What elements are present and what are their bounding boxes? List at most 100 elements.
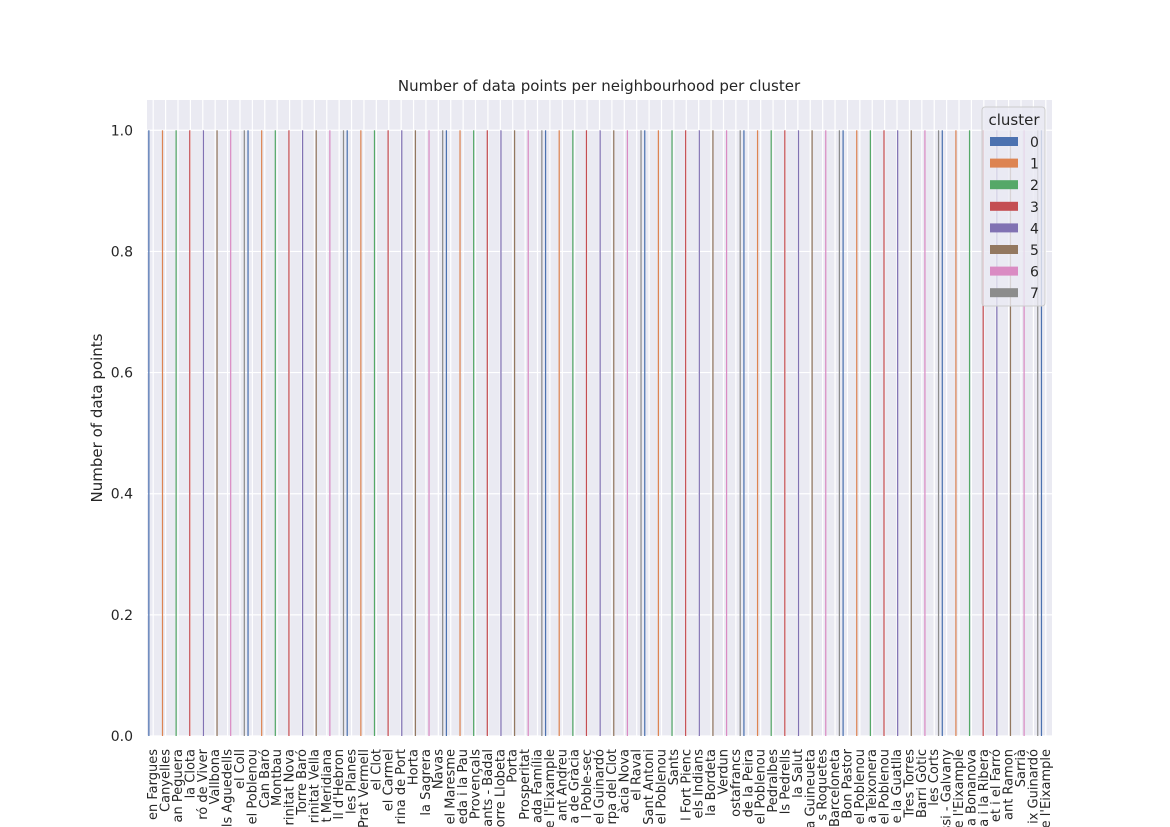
bar: [414, 130, 417, 737]
bar: [698, 130, 700, 737]
x-tick-label: Prat Vermell: [357, 749, 372, 827]
x-tick-label: Sants: [667, 749, 682, 786]
bar: [1023, 130, 1025, 737]
bar: [342, 130, 345, 737]
bar: [301, 130, 304, 737]
bar: [541, 130, 543, 737]
x-tick-label: Barceloneta: [828, 749, 843, 827]
bar: [968, 130, 971, 737]
bar: [261, 130, 263, 737]
x-tick-label: et i el Farró: [989, 749, 1004, 822]
x-tick-label: Sarrià: [1014, 749, 1029, 787]
x-tick-label: s Roquetes: [816, 749, 831, 821]
bar: [685, 130, 687, 737]
bar: [189, 130, 191, 737]
legend-label: 1: [1030, 157, 1039, 173]
bar: [743, 130, 745, 737]
x-tick-label: t Meridiana: [320, 749, 335, 822]
x-tick-label: Vallbona: [208, 749, 223, 805]
bar: [1040, 130, 1043, 737]
bar: [712, 130, 714, 737]
legend-swatch: [990, 180, 1018, 190]
x-tick-label: ant Andreu: [555, 749, 570, 821]
bar: [883, 130, 885, 737]
y-tick-label: 0.2: [111, 608, 133, 624]
bar: [274, 130, 276, 737]
bar: [838, 130, 841, 737]
bar: [544, 130, 547, 737]
bar: [941, 130, 943, 737]
x-tick-label: a Guineueta: [803, 749, 818, 827]
bar: [626, 130, 629, 737]
x-tick-label: el Clot: [369, 749, 384, 790]
x-tick-label: Can Baró: [258, 749, 273, 808]
bar: [1009, 130, 1012, 737]
bar: [558, 130, 560, 737]
bar: [770, 130, 772, 737]
bar: [387, 130, 389, 737]
bars: [148, 130, 1043, 737]
bar: [346, 130, 348, 737]
x-tick-label: el Carmel: [382, 749, 397, 811]
x-tick-label: la Bordeta: [704, 749, 719, 816]
legend-swatch: [990, 223, 1018, 233]
bar: [640, 130, 642, 737]
x-tick-label: àcia Nova: [617, 749, 632, 813]
x-tick-label: els Aguedells: [221, 749, 236, 827]
x-tick-label: el Poblenou: [878, 749, 893, 824]
bar: [486, 130, 488, 737]
bar: [937, 130, 940, 737]
x-tick-label: ostafrancs: [729, 749, 744, 817]
legend-label: 3: [1030, 200, 1039, 216]
legend-label: 2: [1030, 178, 1039, 194]
x-tick-label: Prosperitat: [518, 749, 533, 820]
x-tick-label: la Clota: [183, 749, 198, 798]
bar: [401, 130, 403, 737]
y-tick-label: 0.0: [111, 729, 133, 745]
x-tick-label: el Maresme: [444, 749, 459, 824]
legend-label: 0: [1030, 135, 1039, 151]
x-tick-label: rinitat Nova: [283, 749, 298, 825]
bar: [288, 130, 290, 737]
x-tick-label: rina de Port: [394, 749, 409, 824]
x-tick-label: el Poblenou: [754, 749, 769, 824]
bar: [572, 130, 574, 737]
x-tick-label: en Fargues: [146, 749, 161, 820]
x-tick-label: e l'Eixample: [952, 749, 967, 827]
bar: [329, 130, 331, 737]
x-tick-label: el Poblenou: [853, 749, 868, 824]
x-tick-label: l Poble-sec: [580, 749, 595, 819]
bar: [513, 130, 516, 737]
bar: [459, 130, 461, 737]
x-tick-label: Tres Torres: [902, 749, 917, 819]
bar: [527, 130, 529, 737]
x-tick-label: ada Família: [531, 749, 546, 823]
bar: [982, 130, 984, 737]
bar: [161, 130, 164, 737]
bar: [613, 130, 615, 737]
bar: [910, 130, 912, 737]
x-tick-label: a Bonanova: [964, 749, 979, 826]
bar: [657, 130, 660, 737]
y-tick-label: 1.0: [111, 123, 133, 139]
x-tick-label: Pedralbes: [766, 749, 781, 813]
bar: [315, 130, 317, 737]
x-tick-label: Bon Pastor: [840, 748, 855, 818]
bar: [442, 130, 444, 737]
x-tick-label: l Fort Pienc: [679, 749, 694, 821]
x-tick-label: Canyelles: [159, 749, 174, 812]
y-axis-ticks: 0.0 0.2 0.4 0.6 0.8 1.0: [111, 123, 133, 745]
legend: cluster 0 1 2 3 4 5 6 7: [981, 106, 1046, 307]
bar: [739, 130, 741, 737]
bar: [247, 130, 249, 737]
legend-label: 7: [1030, 286, 1039, 302]
x-tick-label: ll d'Hebron: [332, 749, 347, 819]
x-tick-label: a i la Ribera: [977, 749, 992, 827]
legend-label: 6: [1030, 265, 1039, 281]
x-tick-label: els Indians: [692, 749, 707, 819]
bar: [756, 130, 759, 737]
x-tick-label: Sant Antoni: [642, 749, 657, 825]
bar: [924, 130, 926, 737]
x-tick-label: e la Guatlla: [890, 749, 905, 823]
